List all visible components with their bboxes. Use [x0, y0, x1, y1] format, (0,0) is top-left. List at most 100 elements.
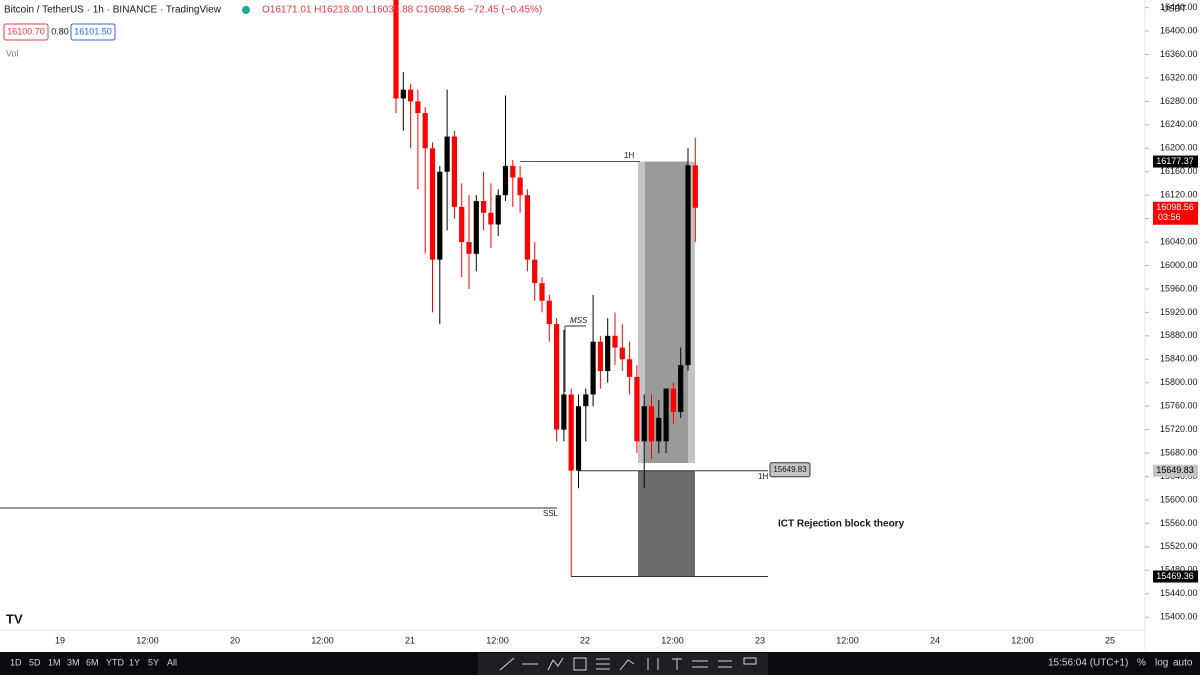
- candle-body: [634, 376, 640, 442]
- tool-icons[interactable]: [499, 657, 757, 671]
- y-tick-label: 15440.00: [1160, 588, 1198, 598]
- candle-body: [393, 0, 399, 99]
- candle-body: [422, 113, 428, 149]
- range-button[interactable]: 1Y: [129, 657, 140, 667]
- sell-price[interactable]: 16100.70: [7, 26, 45, 36]
- price-label-box: [769, 462, 811, 478]
- candle-body: [546, 300, 552, 325]
- y-tick-label: 15480.00: [1160, 565, 1198, 575]
- x-tick-label: 19: [55, 635, 65, 645]
- candle-body: [451, 136, 457, 207]
- annotation: 1H: [758, 472, 768, 481]
- range-button[interactable]: 5Y: [148, 657, 159, 667]
- scale-option[interactable]: auto: [1173, 658, 1193, 669]
- annotation: 1H: [624, 151, 634, 160]
- x-tick-label: 12:00: [311, 635, 334, 645]
- x-tick-label: 24: [930, 635, 940, 645]
- candle-body: [539, 283, 545, 301]
- x-tick-label: 12:00: [136, 635, 159, 645]
- candle-body: [619, 347, 625, 360]
- candle-body: [605, 335, 611, 372]
- candle-body: [627, 359, 633, 377]
- range-button[interactable]: 1D: [10, 657, 22, 667]
- price-label: 15649.83: [773, 465, 807, 474]
- price-tag-label: 15469.36: [1156, 571, 1194, 581]
- price-tag: [1153, 464, 1198, 477]
- range-button[interactable]: YTD: [106, 657, 125, 667]
- candle-body: [510, 165, 516, 178]
- y-tick-label: 16120.00: [1160, 190, 1198, 200]
- scale-option[interactable]: log: [1155, 658, 1168, 669]
- x-tick-label: 20: [230, 635, 240, 645]
- candle-body: [612, 335, 618, 348]
- candle-body: [415, 101, 421, 114]
- price-tag: [1153, 155, 1198, 168]
- range-button[interactable]: 6M: [86, 657, 99, 667]
- target-zone: [638, 470, 695, 577]
- y-tick-label: 16400.00: [1160, 25, 1198, 35]
- y-tick-label: 15800.00: [1160, 377, 1198, 387]
- sell-box[interactable]: [3, 23, 49, 41]
- plot-area: [0, 0, 768, 578]
- logo: TV: [6, 611, 23, 626]
- range-button[interactable]: 1M: [48, 657, 61, 667]
- candle-body: [568, 394, 574, 471]
- candle-body: [473, 201, 479, 254]
- range-button[interactable]: 3M: [67, 657, 80, 667]
- y-tick-label: 16280.00: [1160, 96, 1198, 106]
- price-tag-label: 15649.83: [1156, 465, 1194, 475]
- x-tick-label: 21: [405, 635, 415, 645]
- y-tick-label: 16240.00: [1160, 119, 1198, 129]
- volume-label: Vol: [6, 48, 19, 58]
- clock: 15:56:04 (UTC+1): [1048, 658, 1128, 669]
- y-tick-label: 15760.00: [1160, 401, 1198, 411]
- buy-box[interactable]: [70, 23, 116, 41]
- candle-body: [466, 242, 472, 254]
- candle-body: [670, 388, 676, 413]
- candle-body: [444, 136, 450, 172]
- range-button[interactable]: 5D: [29, 657, 41, 667]
- candle-body: [532, 259, 538, 284]
- spread: 0.80: [51, 26, 69, 36]
- x-tick-label: 12:00: [836, 635, 859, 645]
- y-tick-label: 15600.00: [1160, 494, 1198, 504]
- price-tag-label: 16098.56: [1156, 202, 1194, 212]
- candle-body: [583, 394, 589, 407]
- x-tick-label: 12:00: [661, 635, 684, 645]
- range-button[interactable]: All: [167, 657, 177, 667]
- y-tick-label: 16000.00: [1160, 260, 1198, 270]
- y-tick-label: 16360.00: [1160, 49, 1198, 59]
- currency[interactable]: USDT: [1162, 3, 1187, 13]
- y-tick-label: 16440.00: [1160, 2, 1198, 12]
- candle-body: [502, 165, 509, 196]
- candle-body: [656, 417, 662, 442]
- annotation: ICT Rejection block theory: [778, 519, 905, 530]
- candle-body: [561, 394, 567, 430]
- y-tick-label: 15400.00: [1160, 612, 1198, 622]
- y-tick-label: 15920.00: [1160, 307, 1198, 317]
- candle-body: [488, 212, 494, 225]
- y-tick-label: 16160.00: [1160, 166, 1198, 176]
- y-tick-label: 16320.00: [1160, 72, 1198, 82]
- drawing-toolbar: [478, 653, 768, 675]
- candle-body: [524, 195, 530, 260]
- y-tick-label: 15880.00: [1160, 330, 1198, 340]
- candle-body: [400, 89, 406, 99]
- buy-price[interactable]: 16101.50: [74, 26, 112, 36]
- y-tick-label: 15720.00: [1160, 424, 1198, 434]
- candle-body: [429, 148, 436, 260]
- x-tick-label: 23: [755, 635, 765, 645]
- price-tag: [1153, 570, 1198, 583]
- candle-body: [408, 89, 414, 102]
- annotation: MSS: [570, 316, 588, 325]
- scale-option[interactable]: %: [1137, 658, 1146, 669]
- candle-body: [663, 388, 669, 442]
- candle-body: [641, 406, 647, 442]
- x-tick-label: 12:00: [1011, 635, 1034, 645]
- x-tick-label: 12:00: [486, 635, 509, 645]
- candle-body: [517, 177, 523, 196]
- candle-body: [685, 165, 691, 366]
- y-tick-label: 15520.00: [1160, 541, 1198, 551]
- price-tag: [1153, 201, 1198, 225]
- y-tick-label: 16040.00: [1160, 236, 1198, 246]
